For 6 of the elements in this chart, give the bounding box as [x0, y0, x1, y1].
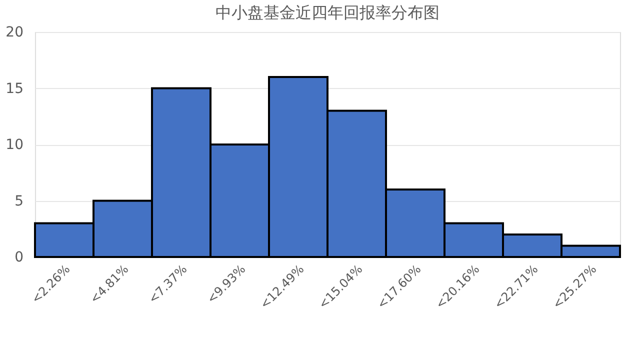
y-tick-label: 5 [14, 193, 24, 210]
y-tick-label: 15 [6, 80, 24, 97]
y-tick-label: 10 [6, 137, 24, 153]
y-tick-label: 20 [6, 24, 24, 40]
chart-title: 中小盘基金近四年回报率分布图 [216, 3, 440, 22]
y-tick-label: 0 [14, 250, 24, 266]
